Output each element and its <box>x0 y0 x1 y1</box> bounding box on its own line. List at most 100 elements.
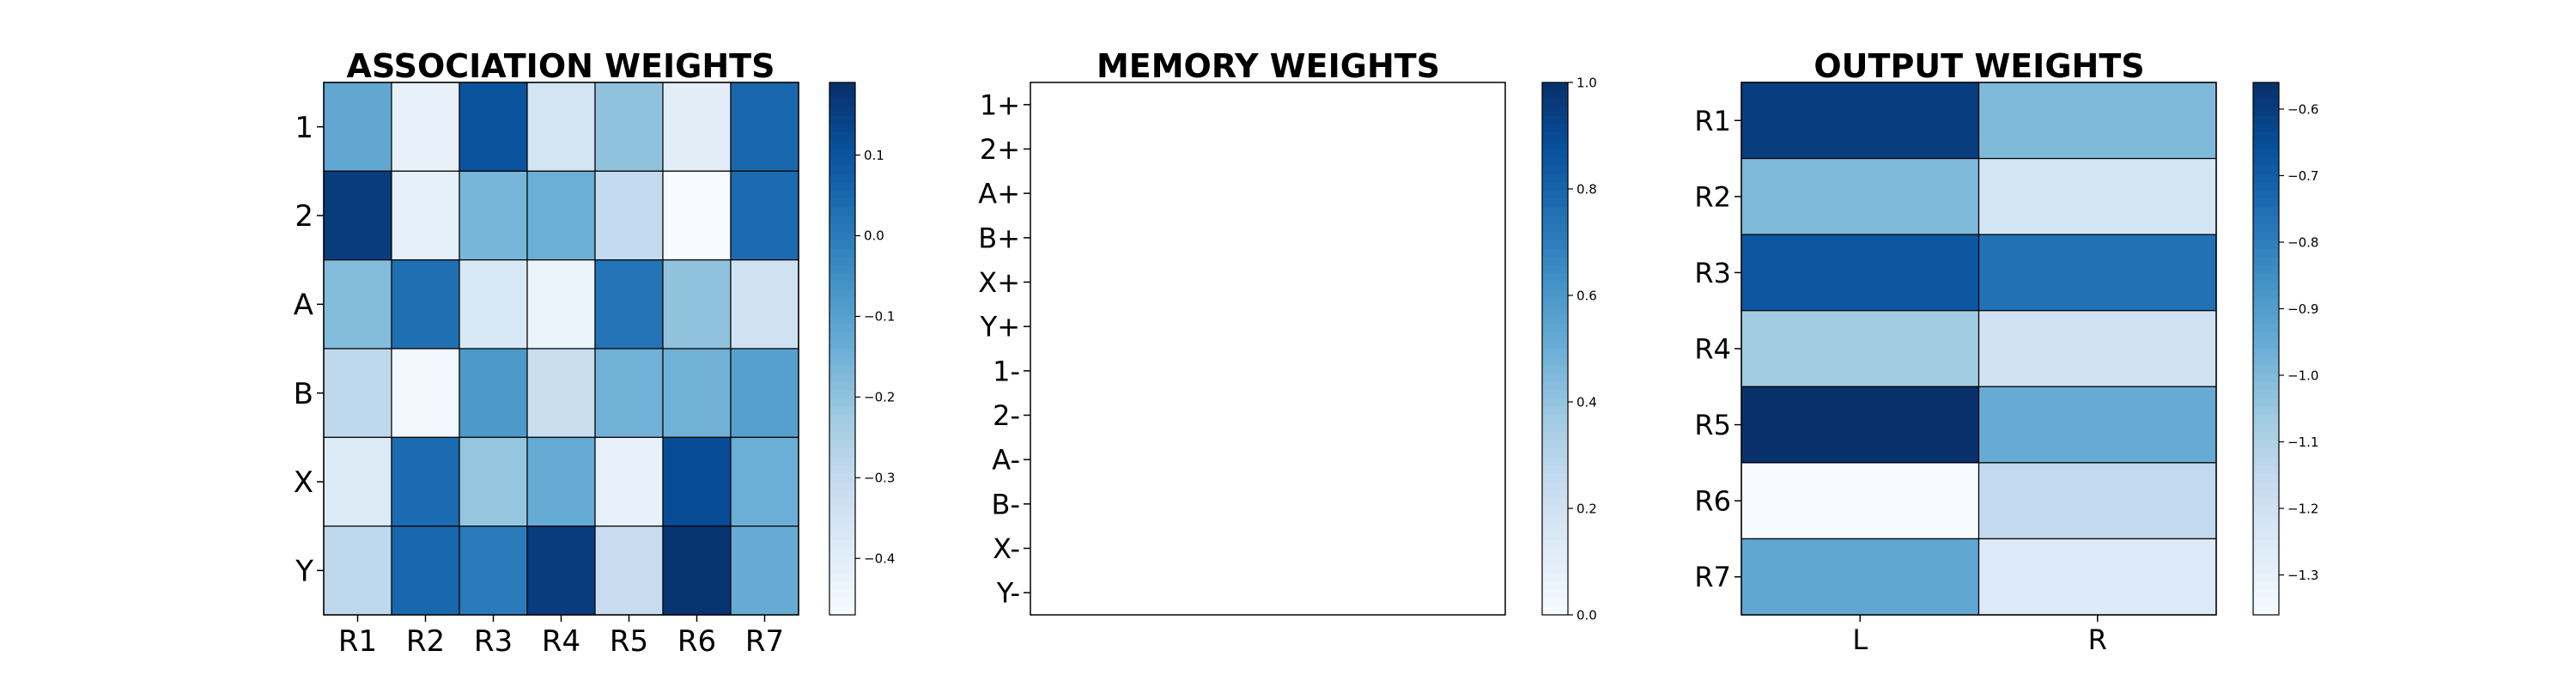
output-colorbar-segment <box>2253 374 2279 383</box>
output-colorbar-segment <box>2253 240 2279 250</box>
output-colorbar-segment <box>2253 198 2279 208</box>
association-cell-A-R5 <box>594 259 664 350</box>
association-cell-X-R6 <box>662 436 732 527</box>
association-colorbar-segment <box>829 398 855 408</box>
memory-weights-panel: MEMORY WEIGHTS 1+2+A+B+X+Y+1-2-A-B-X-Y- … <box>978 47 1597 623</box>
memory-colorbar-segment <box>1542 489 1568 499</box>
association-cell-B-R6 <box>662 348 732 438</box>
output-colorbar-segment <box>2253 257 2279 266</box>
output-colorbar-segment <box>2253 365 2279 374</box>
association-colorbar-segment <box>829 365 855 374</box>
output-colorbar-segment <box>2253 182 2279 192</box>
output-colorbar-segment <box>2253 99 2279 108</box>
output-cell-R2-L <box>1741 157 1980 235</box>
memory-row-labels: 1+ 2+ A+ B+ X+ Y+ 1- 2- A- B- X- Y- <box>978 88 1030 610</box>
output-colorbar-segment <box>2253 415 2279 424</box>
output-colorbar-segment <box>2253 157 2279 167</box>
output-row-label: R1 <box>1694 105 1731 137</box>
memory-colorbar-segment <box>1542 340 1568 350</box>
association-cell-B-R4 <box>526 348 596 438</box>
association-cell-B-R5 <box>594 348 664 438</box>
association-colorbar-segment <box>829 465 855 474</box>
output-colorbar-segment <box>2253 448 2279 458</box>
association-cell-A-R6 <box>662 259 732 350</box>
association-cell-A-R2 <box>391 259 460 350</box>
association-colorbar-segment <box>829 207 855 216</box>
output-cell-R1-R <box>1978 82 2217 160</box>
output-colorbar-segment <box>2253 223 2279 233</box>
association-colorbar-tick-label: −0.4 <box>864 550 895 566</box>
memory-colorbar-segment <box>1542 532 1568 541</box>
association-colorbar-segment <box>829 132 855 142</box>
output-colorbar-segment <box>2253 265 2279 275</box>
output-colorbar-segment <box>2253 523 2279 532</box>
output-cell-R3-L <box>1741 234 1980 312</box>
association-colorbar-segment <box>829 307 855 316</box>
association-colorbar-segment <box>829 273 855 283</box>
output-colorbar-segment <box>2253 82 2279 92</box>
association-cell-1-R2 <box>391 82 460 172</box>
association-col-label: R4 <box>542 624 580 659</box>
memory-colorbar-segment <box>1542 349 1568 358</box>
association-colorbar-segment <box>829 165 855 175</box>
output-colorbar-segment <box>2253 381 2279 392</box>
association-cell-2-R2 <box>391 170 460 261</box>
output-colorbar-segment <box>2253 514 2279 525</box>
output-colorbar-segment <box>2253 340 2279 350</box>
association-cell-2-R7 <box>730 170 799 261</box>
association-cell-B-R1 <box>323 348 392 438</box>
memory-colorbar-segment <box>1542 374 1568 383</box>
output-colorbar-segment <box>2253 456 2279 466</box>
output-colorbar-segment <box>2253 315 2279 325</box>
association-col-label: R1 <box>338 624 377 659</box>
output-colorbar-segment <box>2253 440 2279 449</box>
association-colorbar: 0.1 0.0 −0.1 −0.2 −0.3 −0.4 <box>829 82 895 616</box>
memory-colorbar-segment <box>1542 290 1568 300</box>
association-colorbar-segment <box>829 415 855 424</box>
output-cell-R1-L <box>1741 82 1980 160</box>
memory-row-label: X+ <box>978 266 1020 299</box>
association-cell-X-R2 <box>391 436 460 527</box>
association-colorbar-segment <box>829 581 855 591</box>
association-cell-Y-R7 <box>730 526 799 616</box>
output-row-label: R2 <box>1694 180 1731 213</box>
association-colorbar-segment <box>829 323 855 333</box>
memory-row-label: A+ <box>978 178 1020 210</box>
memory-colorbar-tick-label: 0.8 <box>1577 181 1597 197</box>
association-cell-Y-R2 <box>391 526 460 616</box>
association-colorbar-segment <box>829 539 855 550</box>
memory-colorbar-segment <box>1542 265 1568 275</box>
memory-colorbar-segment <box>1542 381 1568 392</box>
memory-colorbar-segment <box>1542 182 1568 192</box>
output-colorbar-tick-label: −1.3 <box>2287 568 2318 583</box>
memory-colorbar-segment <box>1542 124 1568 133</box>
memory-colorbar-segment <box>1542 423 1568 433</box>
memory-colorbar-segment <box>1542 473 1568 483</box>
memory-colorbar-segment <box>1542 82 1568 92</box>
output-row-label: R6 <box>1694 485 1731 518</box>
association-cell-1-R4 <box>526 82 596 172</box>
association-colorbar-segment <box>829 82 855 92</box>
association-col-label: R2 <box>406 624 445 659</box>
output-row-label: R4 <box>1694 333 1731 366</box>
memory-colorbar-segment <box>1542 149 1568 158</box>
memory-colorbar-segment <box>1542 223 1568 233</box>
association-colorbar-segment <box>829 198 855 208</box>
association-colorbar-segment <box>829 556 855 566</box>
association-col-label: R5 <box>610 624 648 659</box>
association-cell-1-R1 <box>323 82 392 172</box>
output-cell-R4-L <box>1741 310 1980 387</box>
memory-colorbar-segment <box>1542 539 1568 550</box>
association-cell-A-R4 <box>526 259 596 350</box>
memory-row-label: X- <box>993 532 1020 565</box>
association-colorbar-segment <box>829 298 855 308</box>
memory-colorbar-segment <box>1542 165 1568 175</box>
output-colorbar-segment <box>2253 398 2279 408</box>
memory-colorbar-segment <box>1542 132 1568 142</box>
association-colorbar-segment <box>829 290 855 300</box>
memory-colorbar-segment <box>1542 523 1568 532</box>
memory-colorbar-segment <box>1542 257 1568 266</box>
output-row-label: R5 <box>1694 409 1731 441</box>
